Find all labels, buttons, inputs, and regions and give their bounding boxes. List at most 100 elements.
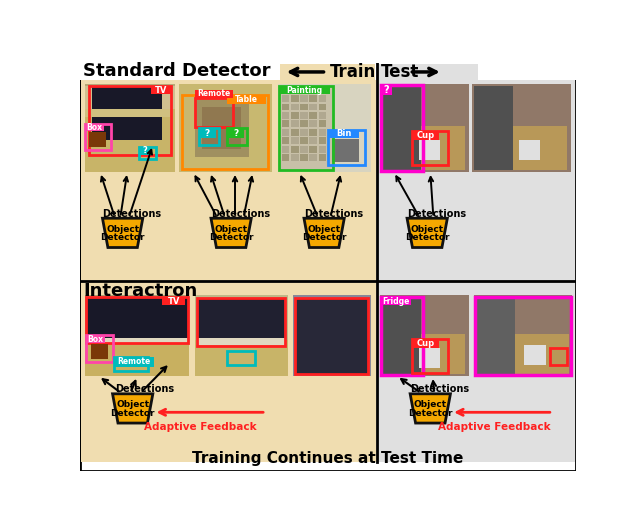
- Text: Box: Box: [88, 335, 104, 344]
- Bar: [382, 297, 421, 374]
- Bar: [515, 334, 569, 374]
- Bar: [300, 121, 308, 127]
- Bar: [196, 339, 286, 344]
- Bar: [319, 138, 326, 144]
- Bar: [309, 121, 317, 127]
- Bar: [279, 86, 330, 94]
- Text: Object: Object: [411, 224, 444, 233]
- Bar: [319, 112, 326, 119]
- Bar: [476, 297, 515, 374]
- Bar: [300, 154, 308, 161]
- Bar: [197, 297, 285, 346]
- Bar: [291, 138, 298, 144]
- Bar: [474, 86, 513, 170]
- Bar: [378, 64, 478, 80]
- Text: Bin: Bin: [336, 130, 351, 139]
- Bar: [472, 84, 571, 172]
- Text: TV: TV: [155, 86, 167, 95]
- Text: Detector: Detector: [209, 233, 253, 242]
- Bar: [291, 146, 298, 153]
- Bar: [195, 340, 288, 376]
- Bar: [291, 104, 298, 111]
- Bar: [282, 95, 289, 102]
- Bar: [282, 129, 289, 136]
- Text: Train: Train: [330, 63, 376, 81]
- Polygon shape: [304, 218, 344, 248]
- Bar: [86, 297, 188, 343]
- Bar: [88, 86, 172, 155]
- Text: ?: ?: [143, 147, 147, 156]
- Bar: [300, 129, 308, 136]
- Bar: [309, 112, 317, 119]
- Bar: [381, 85, 422, 170]
- Bar: [280, 64, 374, 80]
- Bar: [84, 339, 189, 376]
- Text: Detector: Detector: [302, 233, 346, 242]
- Text: Cup: Cup: [417, 339, 435, 348]
- Bar: [412, 131, 439, 140]
- Bar: [291, 129, 298, 136]
- Polygon shape: [407, 218, 447, 248]
- Text: Object: Object: [106, 224, 139, 233]
- Bar: [291, 121, 298, 127]
- Text: Detector: Detector: [100, 233, 145, 242]
- Bar: [278, 84, 371, 172]
- Bar: [197, 297, 285, 342]
- Bar: [382, 86, 421, 170]
- Bar: [300, 112, 308, 119]
- Bar: [412, 339, 448, 373]
- Text: Test: Test: [381, 63, 419, 81]
- Bar: [319, 146, 326, 153]
- Bar: [332, 139, 359, 162]
- Bar: [309, 138, 317, 144]
- Text: Object: Object: [214, 224, 248, 233]
- Text: Object: Object: [413, 400, 447, 409]
- Bar: [381, 297, 411, 305]
- Bar: [84, 86, 175, 109]
- Bar: [421, 126, 465, 170]
- Bar: [84, 109, 175, 172]
- Bar: [282, 146, 289, 153]
- Bar: [380, 84, 469, 172]
- Text: Painting: Painting: [286, 86, 323, 95]
- Bar: [412, 131, 448, 165]
- Bar: [227, 95, 266, 104]
- Bar: [300, 104, 308, 111]
- Bar: [474, 295, 572, 376]
- Text: Table: Table: [235, 95, 258, 104]
- Text: ?: ?: [384, 85, 389, 95]
- Text: Detections: Detections: [102, 208, 161, 218]
- Bar: [513, 126, 568, 170]
- Bar: [88, 132, 106, 148]
- Bar: [84, 295, 189, 376]
- Bar: [86, 297, 188, 339]
- Bar: [282, 138, 289, 144]
- Polygon shape: [410, 394, 451, 423]
- Bar: [309, 146, 317, 153]
- Polygon shape: [113, 394, 153, 423]
- Bar: [86, 335, 105, 343]
- Bar: [282, 154, 289, 161]
- Bar: [518, 140, 540, 160]
- Bar: [114, 357, 148, 371]
- Bar: [195, 89, 234, 98]
- Bar: [80, 63, 576, 80]
- Bar: [279, 86, 333, 170]
- Bar: [84, 84, 175, 172]
- Bar: [195, 99, 249, 157]
- Bar: [524, 345, 546, 366]
- Text: Detections: Detections: [304, 208, 363, 218]
- Text: ?: ?: [204, 129, 210, 138]
- Bar: [296, 297, 368, 374]
- Polygon shape: [102, 218, 143, 248]
- Bar: [377, 80, 575, 281]
- Bar: [291, 112, 298, 119]
- Bar: [162, 297, 186, 305]
- Bar: [179, 84, 272, 172]
- Bar: [309, 104, 317, 111]
- Text: Detections: Detections: [410, 384, 469, 394]
- Text: Adaptive Feedback: Adaptive Feedback: [144, 422, 257, 432]
- Bar: [86, 335, 113, 362]
- Bar: [198, 128, 219, 145]
- Bar: [227, 128, 248, 145]
